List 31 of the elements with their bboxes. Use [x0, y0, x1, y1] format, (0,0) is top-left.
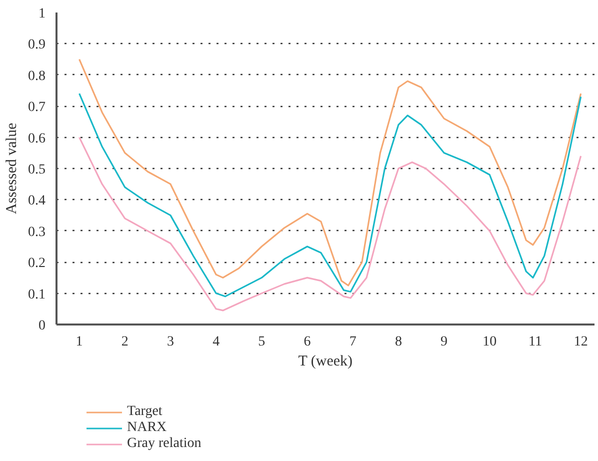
legend-label: Target	[127, 404, 162, 420]
x-tick-label: 6	[304, 334, 311, 350]
x-tick-label: 9	[440, 334, 448, 350]
y-tick-label: 0.9	[28, 38, 46, 53]
y-tick-label: 1	[38, 6, 46, 22]
x-tick-label: 12	[574, 334, 588, 350]
x-axis-title: T (week)	[298, 354, 353, 370]
y-tick-label: 0	[38, 318, 46, 334]
y-tick-label: 0.6	[28, 131, 46, 146]
legend-label: NARX	[127, 420, 167, 436]
y-tick-label: 0.5	[28, 162, 46, 178]
x-tick-label: 10	[482, 334, 497, 350]
line-series	[78, 92, 582, 298]
x-tick-label: 5	[258, 334, 266, 350]
x-tick-label: 2	[121, 334, 128, 350]
y-tick-label: 0.7	[28, 100, 46, 116]
x-tick-label: 7	[349, 334, 356, 350]
y-tick-label: 0.2	[28, 256, 46, 272]
y-tick-label: 0.8	[28, 68, 46, 84]
x-tick-label: 8	[394, 334, 402, 350]
line-series	[78, 58, 582, 286]
y-tick-label: 0.3	[28, 224, 46, 240]
line-series	[78, 136, 582, 312]
y-tick-label: 0.4	[28, 194, 46, 209]
legend-label: Gray relation	[127, 436, 202, 452]
y-tick-label: 0.1	[28, 287, 46, 302]
x-tick-label: 11	[528, 334, 542, 350]
x-tick-label: 1	[76, 334, 83, 350]
y-axis-title: Assessed value	[4, 122, 20, 214]
x-tick-label: 3	[166, 334, 174, 350]
x-tick-label: 4	[212, 334, 220, 350]
